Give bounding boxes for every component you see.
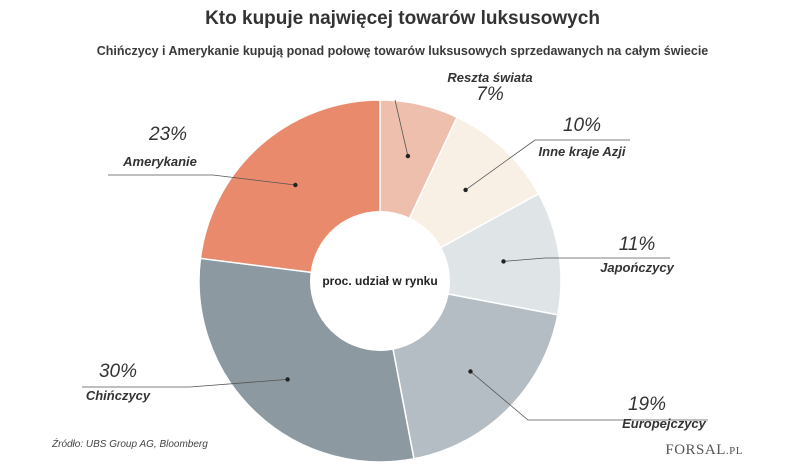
logo-suffix: .PL: [725, 445, 743, 457]
source-note: Źródło: UBS Group AG, Bloomberg: [52, 439, 208, 450]
value-label-1: 10%: [563, 115, 601, 136]
leader-dot-0: [405, 153, 411, 159]
forsal-logo: FORSAL.PL: [665, 442, 743, 459]
logo-main: FORSAL: [665, 442, 726, 458]
category-label-5: Amerykanie: [122, 154, 197, 169]
leader-line-5: [108, 174, 296, 186]
center-label: proc. udział w rynku: [322, 274, 437, 288]
leader-line-4: [82, 379, 288, 388]
value-label-4: 30%: [99, 361, 137, 382]
leader-dot-4: [285, 377, 290, 382]
leader-line-0: [394, 99, 409, 157]
leader-line-2: [503, 257, 670, 262]
leader-dot-1: [463, 187, 468, 193]
category-label-3: Europejczycy: [622, 416, 707, 431]
leader-line-1: [465, 139, 630, 191]
leader-dot-5: [293, 182, 298, 188]
category-label-2: Japończycy: [600, 260, 674, 275]
leader-line-3: [470, 371, 708, 421]
value-label-2: 11%: [619, 234, 656, 255]
donut-hole: [310, 211, 450, 351]
category-label-0: Reszta świata: [447, 70, 532, 85]
category-label-4: Chińczycy: [86, 388, 151, 403]
value-label-3: 19%: [628, 394, 666, 415]
category-label-1: Inne kraje Azji: [539, 144, 626, 159]
chart-subtitle: Chińczycy i Amerykanie kupują ponad poło…: [96, 44, 709, 58]
value-label-0: 7%: [476, 84, 504, 105]
chart-title: Kto kupuje najwięcej towarów luksusowych: [205, 8, 600, 29]
leader-dot-2: [501, 259, 506, 264]
value-label-5: 23%: [148, 124, 187, 145]
annotations-group: 7%Reszta świata 10% Inne kraje Azji 11% Japo…: [82, 70, 708, 431]
leader-dot-3: [468, 369, 473, 374]
